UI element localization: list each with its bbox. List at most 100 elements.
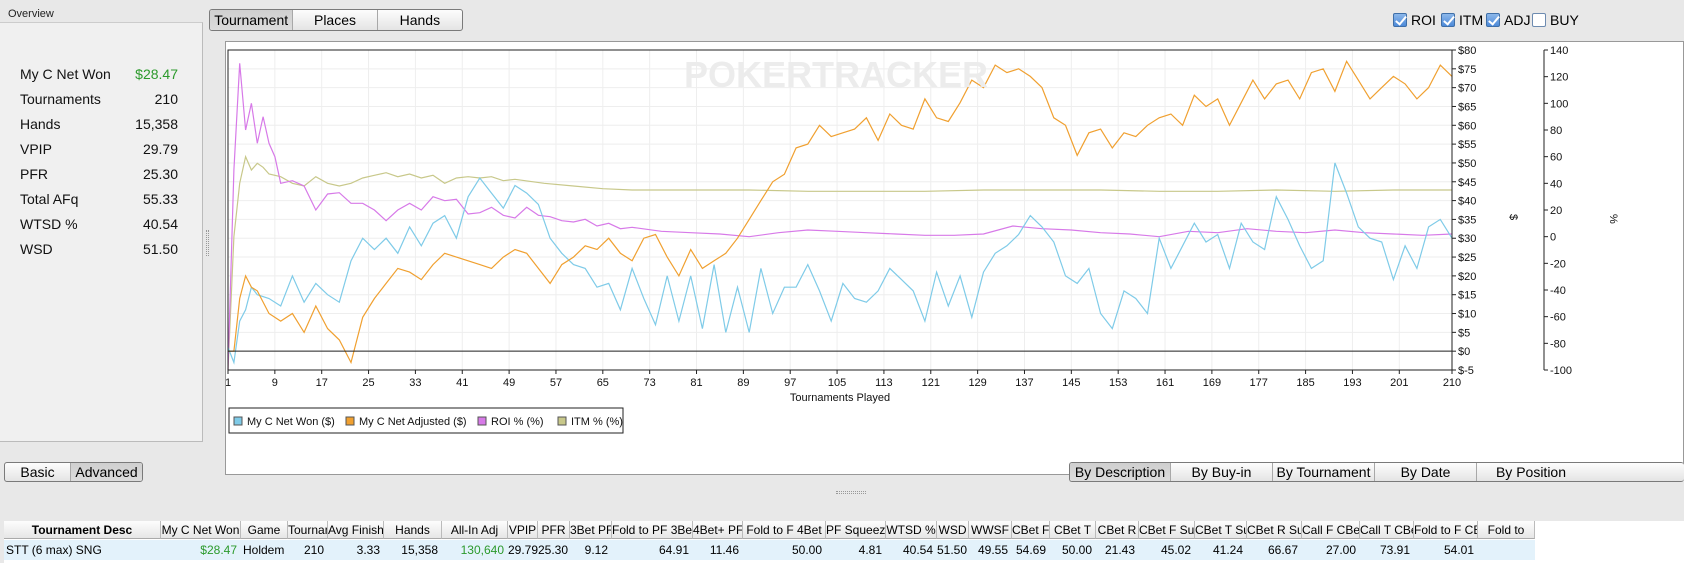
itm-checkbox-label: ITM	[1459, 12, 1484, 28]
overview-stat-row: Hands 15,358	[20, 116, 178, 132]
x-tick-label: 185	[1296, 377, 1314, 389]
view-tab-bar: Tournament Places Hands	[209, 9, 463, 31]
tab-tournament[interactable]: Tournament	[210, 10, 294, 30]
table-header-cell[interactable]: Fold to F CBet	[1414, 521, 1478, 539]
y-left-tick-label: $65	[1458, 101, 1476, 113]
table-row-cell: 66.67	[1247, 540, 1302, 560]
table-row-cell: 27.00	[1302, 540, 1360, 560]
table-header-cell[interactable]: WSD	[937, 521, 969, 539]
table-header-cell[interactable]: CBet T Success	[1195, 521, 1247, 539]
y-left-tick-label: $80	[1458, 45, 1476, 57]
chart-legend	[228, 407, 624, 434]
table-header-cell[interactable]: CBet T	[1050, 521, 1096, 539]
table-header-cell[interactable]: Fold to	[1478, 521, 1535, 539]
y-left-tick-label: $30	[1458, 233, 1476, 245]
tab-by-buy-in[interactable]: By Buy-in	[1171, 463, 1273, 481]
table-header-cell[interactable]: PFR	[538, 521, 570, 539]
overview-stat-value: $28.47	[135, 66, 178, 82]
table-row-cell: 25.30	[538, 540, 570, 560]
vertical-splitter-handle[interactable]	[206, 230, 209, 256]
table-header-cell[interactable]: All-In Adj	[442, 521, 508, 539]
table-row-cell: 11.46	[693, 540, 743, 560]
overview-stat-value: 40.54	[142, 216, 178, 232]
x-tick-label: 201	[1390, 377, 1408, 389]
checkbox-adj[interactable]: ADJ	[1486, 12, 1530, 28]
table-header-cell[interactable]: Hands	[384, 521, 442, 539]
y-left-tick-label: $40	[1458, 196, 1476, 208]
overview-stat-value: 210	[154, 91, 178, 107]
table-row-cell: 21.43	[1096, 540, 1139, 560]
table-header-cell[interactable]: CBet R Success	[1247, 521, 1302, 539]
overview-stat-row: Total AFq 55.33	[20, 191, 178, 207]
table-row-cell: 50.00	[743, 540, 826, 560]
buy-checkbox-box[interactable]	[1532, 13, 1546, 27]
tab-by-description[interactable]: By Description	[1070, 463, 1171, 481]
table-header-cell[interactable]: 3Bet PF	[570, 521, 612, 539]
y-right-tick-label: -100	[1550, 365, 1572, 377]
x-tick-label: 1	[226, 377, 231, 389]
y-left-tick-label: $55	[1458, 139, 1476, 151]
roi-checkbox-box[interactable]	[1393, 13, 1407, 27]
y-right-tick-label: 80	[1550, 125, 1562, 137]
overview-stat-label: WSD	[20, 241, 53, 257]
roi-checkbox-label: ROI	[1411, 12, 1436, 28]
checkbox-itm[interactable]: ITM	[1441, 12, 1483, 28]
table-header-cell[interactable]: WTSD %	[886, 521, 937, 539]
horizontal-splitter-handle[interactable]	[836, 491, 866, 494]
y-left-tick-label: $0	[1458, 346, 1470, 358]
table-row-cell: 29.79	[508, 540, 538, 560]
overview-stat-label: Hands	[20, 116, 61, 132]
table-header-cell[interactable]: VPIP	[508, 521, 538, 539]
table-row-cell: 3.33	[328, 540, 384, 560]
table-header-cell[interactable]: Game	[241, 521, 288, 539]
table-header-cell[interactable]: Call T CBet	[1360, 521, 1414, 539]
legend-swatch	[233, 416, 243, 426]
table-header-cell[interactable]: CBet F	[1012, 521, 1050, 539]
x-tick-label: 137	[1015, 377, 1033, 389]
table-header-cell[interactable]: PF Squeeze	[826, 521, 886, 539]
checkbox-buy[interactable]: BUY	[1532, 12, 1579, 28]
y-right-tick-label: 20	[1550, 205, 1562, 217]
y-right-tick-label: -60	[1550, 312, 1566, 324]
tab-by-position[interactable]: By Position	[1495, 464, 1567, 480]
adj-checkbox-box[interactable]	[1486, 13, 1500, 27]
overview-stat-label: WTSD %	[20, 216, 78, 232]
tab-places[interactable]: Places	[293, 10, 378, 30]
tab-hands[interactable]: Hands	[399, 12, 441, 28]
overview-stat-label: Tournaments	[20, 91, 101, 107]
table-row-cell: 49.55	[969, 540, 1012, 560]
checkbox-roi[interactable]: ROI	[1393, 12, 1436, 28]
tab-advanced[interactable]: Advanced	[71, 463, 142, 481]
overview-stat-label: PFR	[20, 166, 48, 182]
table-header-cell[interactable]: CBet F Success	[1139, 521, 1195, 539]
overview-stat-value: 15,358	[135, 116, 178, 132]
legend-label: My C Net Adjusted ($)	[359, 416, 467, 428]
itm-checkbox-box[interactable]	[1441, 13, 1455, 27]
x-tick-label: 81	[690, 377, 702, 389]
overview-stat-row: PFR 25.30	[20, 166, 178, 182]
y-left-axis-title: $	[1507, 214, 1519, 220]
y-right-tick-label: -20	[1550, 258, 1566, 270]
x-tick-label: 105	[828, 377, 846, 389]
table-header-cell[interactable]: CBet R	[1096, 521, 1139, 539]
table-header-cell[interactable]: 4Bet+ PF	[693, 521, 743, 539]
y-left-tick-label: $35	[1458, 214, 1476, 226]
legend-label: My C Net Won ($)	[247, 416, 335, 428]
table-header-cell[interactable]: Tournament Desc	[4, 521, 161, 539]
grid	[227, 49, 1453, 371]
table-header-cell[interactable]: Call F CBet	[1302, 521, 1360, 539]
table-header-cell[interactable]: Fold to PF 3Bet	[612, 521, 693, 539]
tab-by-date[interactable]: By Date	[1375, 463, 1477, 481]
overview-title: Overview	[8, 8, 54, 20]
table-header-cell[interactable]: Tournament	[288, 521, 328, 539]
table-header-cell[interactable]: WWSF	[969, 521, 1012, 539]
y-left-tick-label: $10	[1458, 309, 1476, 321]
table-header-cell[interactable]: My C Net Won	[161, 521, 241, 539]
tab-basic[interactable]: Basic	[5, 463, 72, 481]
overview-stat-value: 25.30	[142, 166, 178, 182]
series-line	[228, 59, 1453, 365]
table-header-cell[interactable]: Avg Finish	[328, 521, 384, 539]
overview-stat-label: VPIP	[20, 141, 52, 157]
tab-by-tournament[interactable]: By Tournament	[1273, 463, 1375, 481]
table-header-cell[interactable]: Fold to F 4Bet	[743, 521, 826, 539]
